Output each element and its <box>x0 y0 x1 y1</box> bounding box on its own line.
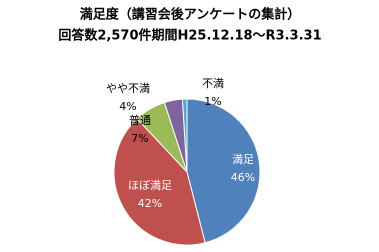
value-label: 42% <box>138 197 162 210</box>
value-label: 7% <box>131 132 148 145</box>
slice-label: ほぼ満足 <box>128 179 172 192</box>
slice-label: 普通 <box>129 113 151 127</box>
pie-slice <box>181 98 188 173</box>
value-label: 46% <box>231 171 255 184</box>
pie-slice <box>186 98 261 244</box>
slice-label: やや不満 <box>106 82 150 95</box>
chart-subtitle: 回答数2,570件期間H25.12.18～R3.3.31 <box>58 28 321 44</box>
slice-label: 不満 <box>202 77 224 90</box>
slice-label: 満足 <box>232 153 254 166</box>
value-label: 4% <box>119 100 136 113</box>
pie-slice <box>113 118 206 246</box>
value-label: 1% <box>204 95 221 108</box>
chart-title: 満足度（講習会後アンケートの集計） <box>80 7 300 23</box>
